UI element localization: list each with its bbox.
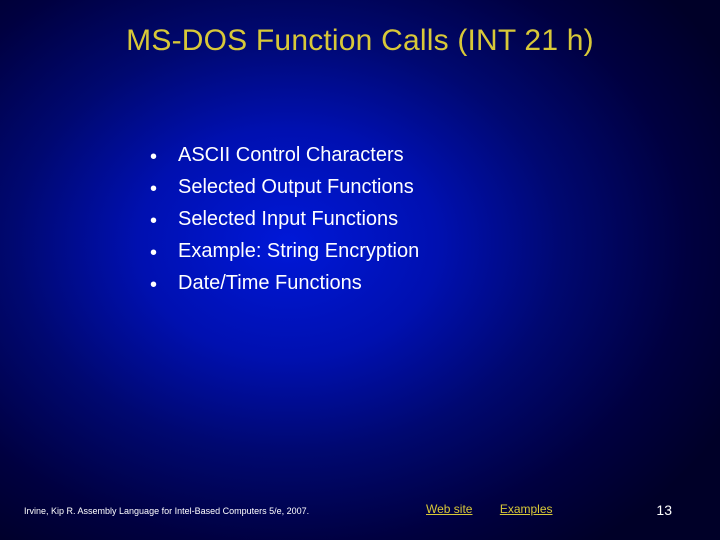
bullet-icon: • <box>150 174 157 204</box>
page-title: MS-DOS Function Calls (INT 21 h) <box>0 24 720 58</box>
bullet-icon: • <box>150 142 157 172</box>
list-item: • Date/Time Functions <box>150 268 419 298</box>
list-item: • Example: String Encryption <box>150 236 419 266</box>
bullet-icon: • <box>150 206 157 236</box>
slide: MS-DOS Function Calls (INT 21 h) • ASCII… <box>0 0 720 540</box>
page-number: 13 <box>656 502 672 518</box>
list-item: • Selected Output Functions <box>150 172 419 202</box>
bullet-icon: • <box>150 238 157 268</box>
web-site-link[interactable]: Web site <box>426 502 472 516</box>
list-item-label: Date/Time Functions <box>178 272 362 294</box>
footer-links: Web site Examples <box>426 502 577 516</box>
examples-link[interactable]: Examples <box>500 502 553 516</box>
footer-credit: Irvine, Kip R. Assembly Language for Int… <box>24 506 309 516</box>
list-item-label: ASCII Control Characters <box>178 144 404 166</box>
list-item-label: Selected Output Functions <box>178 176 414 198</box>
bullet-icon: • <box>150 270 157 300</box>
list-item-label: Example: String Encryption <box>178 240 419 262</box>
list-item: • Selected Input Functions <box>150 204 419 234</box>
list-item-label: Selected Input Functions <box>178 208 398 230</box>
list-item: • ASCII Control Characters <box>150 140 419 170</box>
bullet-list: • ASCII Control Characters • Selected Ou… <box>150 140 419 300</box>
